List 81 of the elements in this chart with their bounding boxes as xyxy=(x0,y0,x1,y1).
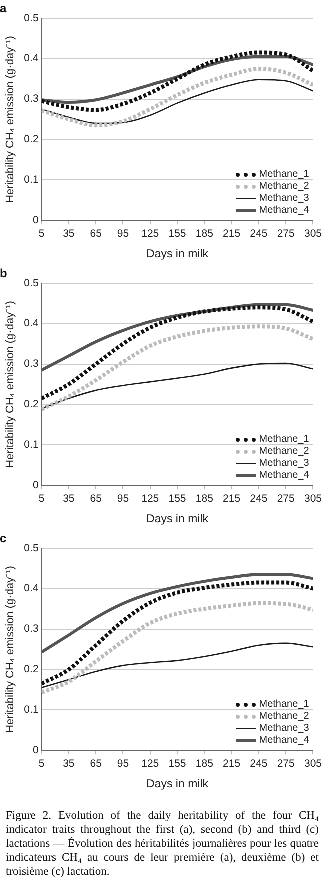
y-tick-label: 0.4 xyxy=(24,318,39,330)
y-tick-label: 0.2 xyxy=(24,134,39,146)
y-tick-label: 0.2 xyxy=(24,664,39,676)
line-series xyxy=(42,362,314,410)
x-tick-label: 125 xyxy=(142,758,160,770)
x-tick-label: 185 xyxy=(196,228,214,240)
x-tick-label: 125 xyxy=(142,228,160,240)
legend-label: Methane_1 xyxy=(259,698,310,711)
x-tick-label: 245 xyxy=(250,228,268,240)
chart-title: c xyxy=(0,532,7,546)
line-series xyxy=(42,580,314,686)
x-tick-label: 185 xyxy=(196,758,214,770)
legend-label: Methane_2 xyxy=(259,446,310,458)
legend-label: Methane_2 xyxy=(259,710,310,723)
legend-label: Methane_4 xyxy=(259,204,310,217)
legend-label: Methane_4 xyxy=(259,734,310,747)
x-tick-label: 215 xyxy=(223,758,241,770)
y-tick-label: 0.3 xyxy=(24,358,39,370)
y-tick-label: 0.4 xyxy=(24,52,39,65)
x-tick-label: 245 xyxy=(250,758,268,770)
line-series xyxy=(42,66,314,128)
y-tick-label: 0.5 xyxy=(24,542,39,554)
x-tick-label: 65 xyxy=(90,228,102,240)
x-tick-label: 65 xyxy=(90,492,102,505)
y-axis-title: Heritability CH₄ emission (g·day⁻¹) xyxy=(4,301,17,468)
chart-title: b xyxy=(0,266,8,281)
x-tick-label: 215 xyxy=(223,228,241,240)
line-series xyxy=(42,50,314,112)
x-tick-label: 305 xyxy=(304,492,322,505)
x-tick-label: 155 xyxy=(168,758,186,770)
y-tick-label: 0 xyxy=(32,214,39,226)
y-tick-label: 0.4 xyxy=(24,582,39,595)
y-tick-label: 0 xyxy=(32,744,39,756)
line-series xyxy=(42,324,314,412)
legend-label: Methane_3 xyxy=(259,192,310,205)
legend-label: Methane_2 xyxy=(259,180,310,193)
line-series xyxy=(42,601,314,695)
y-tick-label: 0.3 xyxy=(24,93,39,106)
y-tick-label: 0.5 xyxy=(24,12,39,24)
y-tick-label: 0 xyxy=(32,479,39,492)
legend-label: Methane_1 xyxy=(259,434,310,446)
x-tick-label: 5 xyxy=(38,758,45,770)
y-tick-label: 0.1 xyxy=(24,439,39,452)
x-axis-title: Days in milk xyxy=(146,778,209,790)
legend-label: Methane_3 xyxy=(259,458,310,470)
x-tick-label: 95 xyxy=(117,758,130,770)
y-tick-label: 0.3 xyxy=(24,623,39,636)
y-tick-label: 0.1 xyxy=(24,174,39,186)
x-tick-label: 275 xyxy=(277,492,296,505)
x-tick-label: 95 xyxy=(117,492,130,505)
legend-label: Methane_3 xyxy=(259,722,310,735)
x-tick-label: 5 xyxy=(38,492,45,505)
x-tick-label: 245 xyxy=(250,492,268,505)
x-tick-label: 185 xyxy=(196,492,214,505)
x-tick-label: 215 xyxy=(223,492,241,505)
y-tick-label: 0.2 xyxy=(24,398,39,411)
x-tick-label: 95 xyxy=(117,228,130,240)
x-tick-label: 65 xyxy=(90,758,102,770)
x-tick-label: 35 xyxy=(63,758,75,770)
chart-title: a xyxy=(0,2,7,16)
caption: Figure 2. Evolution of the daily heritability of the four CH₄ indicator traits throughout the first (a), second (b) and third (c) lactations — Évolution des héritabilités journalières pour les quatre indicateurs CH₄ au cours de leur première (a), deuxième (b) et troisième (c) lactation. xyxy=(5,809,320,879)
x-tick-label: 155 xyxy=(168,228,186,240)
x-tick-label: 125 xyxy=(142,492,160,505)
y-axis-title: Heritability CH₄ emission (g·day⁻¹) xyxy=(4,36,17,203)
y-tick-label: 0.5 xyxy=(24,277,39,290)
x-tick-label: 275 xyxy=(277,228,296,240)
legend-label: Methane_1 xyxy=(259,168,310,181)
x-axis-title: Days in milk xyxy=(146,513,209,526)
x-tick-label: 5 xyxy=(38,228,45,240)
line-series xyxy=(42,306,314,401)
y-axis-title: Heritability CH₄ emission (g·day⁻¹) xyxy=(4,566,17,733)
x-tick-label: 275 xyxy=(277,758,296,770)
x-tick-label: 305 xyxy=(304,228,322,240)
x-tick-label: 305 xyxy=(304,758,322,770)
x-tick-label: 35 xyxy=(63,228,75,240)
x-axis-title: Days in milk xyxy=(146,248,209,260)
x-tick-label: 155 xyxy=(168,492,186,505)
line-series xyxy=(42,573,314,654)
x-tick-label: 35 xyxy=(63,492,75,505)
y-tick-label: 0.1 xyxy=(24,704,39,716)
legend-label: Methane_4 xyxy=(259,470,310,482)
